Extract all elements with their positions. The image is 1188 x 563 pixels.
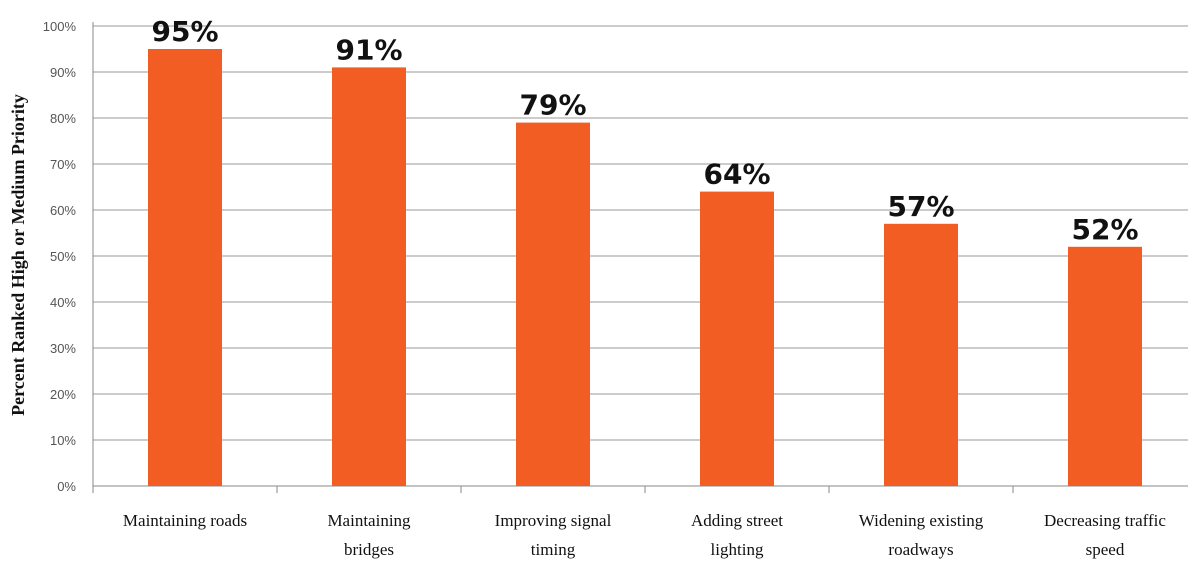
bar — [516, 122, 590, 486]
x-category-label: Maintaining roads — [123, 511, 247, 530]
y-tick-label: 60% — [50, 203, 76, 218]
x-category-label-line: Adding street — [691, 511, 783, 530]
data-label: 52% — [1071, 213, 1138, 246]
y-tick-label: 0% — [57, 479, 76, 494]
x-category-label-line: Maintaining — [327, 511, 411, 530]
x-category-labels: Maintaining roads Maintaining bridges Impro… — [123, 511, 1167, 559]
x-category-label-line: bridges — [344, 540, 394, 559]
axes — [92, 22, 1188, 493]
y-tick-label: 20% — [50, 387, 76, 402]
data-label: 95% — [151, 15, 218, 48]
x-category-label: Decreasing traffic speed — [1044, 511, 1166, 559]
x-category-label: Maintaining bridges — [327, 511, 411, 559]
data-label: 91% — [335, 33, 402, 66]
y-tick-label: 30% — [50, 341, 76, 356]
bar — [700, 191, 774, 486]
x-category-label-line: Improving signal — [495, 511, 612, 530]
y-tick-labels: 0% 10% 20% 30% 40% 50% 60% 70% 80% 90% 100% — [43, 19, 77, 494]
bar — [332, 67, 406, 487]
data-labels: 95% 91% 79% 64% 57% 52% — [151, 15, 1138, 246]
x-category-label-line: roadways — [888, 540, 953, 559]
bar — [1068, 246, 1142, 486]
bar — [148, 49, 222, 486]
y-tick-label: 80% — [50, 111, 76, 126]
data-label: 79% — [519, 89, 586, 122]
bar — [884, 223, 958, 487]
x-category-label-line: Maintaining roads — [123, 511, 247, 530]
x-category-label: Adding street lighting — [691, 511, 783, 559]
x-category-label-line: lighting — [711, 540, 764, 559]
y-tick-label: 40% — [50, 295, 76, 310]
y-tick-label: 70% — [50, 157, 76, 172]
x-category-label-line: Widening existing — [859, 511, 984, 530]
y-tick-label: 90% — [50, 65, 76, 80]
bars — [148, 49, 1142, 487]
y-tick-label: 10% — [50, 433, 76, 448]
y-tick-label: 50% — [50, 249, 76, 264]
x-category-label-line: Decreasing traffic — [1044, 511, 1166, 530]
gridlines — [93, 25, 1188, 441]
x-category-label: Widening existing roadways — [859, 511, 984, 559]
y-tick-label: 100% — [43, 19, 77, 34]
data-label: 64% — [703, 158, 770, 191]
x-category-label-line: speed — [1086, 540, 1125, 559]
x-category-label-line: timing — [531, 540, 576, 559]
y-axis-title: Percent Ranked High or Medium Priority — [8, 94, 28, 416]
data-label: 57% — [887, 190, 954, 223]
x-category-label: Improving signal timing — [495, 511, 612, 559]
